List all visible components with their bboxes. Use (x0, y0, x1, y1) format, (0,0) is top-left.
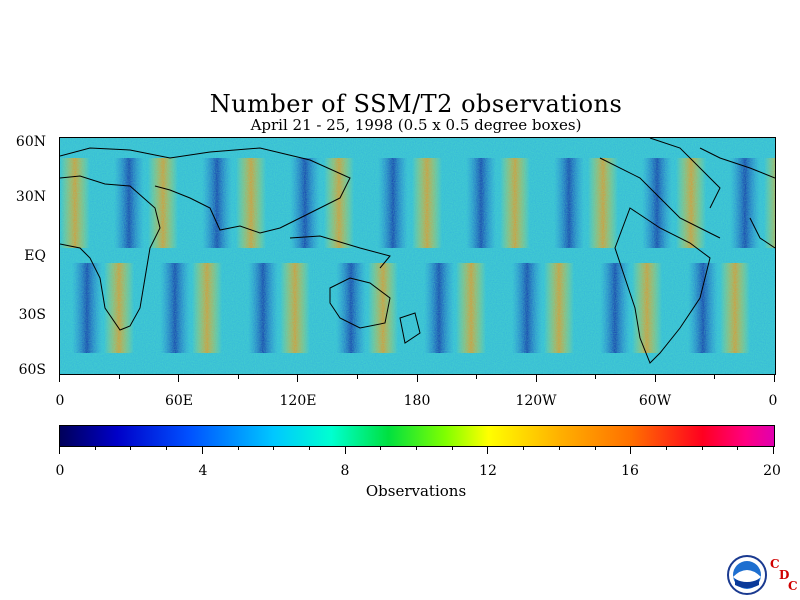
lon-tick (595, 374, 597, 379)
lon-label-0-right: 0 (768, 393, 778, 409)
lon-label-180: 180 (403, 393, 431, 409)
lon-tick (535, 374, 537, 382)
lon-tick (476, 374, 478, 379)
logo-letter-d: D (779, 568, 790, 582)
colorbar-label-12: 12 (479, 463, 497, 479)
colorbar-tick (630, 446, 632, 454)
colorbar-tick (487, 446, 489, 454)
colorbar-label-0: 0 (55, 463, 65, 479)
lat-label-60n: 60N (15, 134, 46, 150)
lon-label-60w: 60W (638, 393, 672, 409)
colorbar-tick (594, 446, 596, 450)
lon-tick (714, 374, 716, 379)
lon-label-0: 0 (55, 393, 65, 409)
lon-tick (356, 374, 358, 379)
observation-map (59, 137, 776, 375)
map-title: Number of SSM/T2 observations (209, 90, 623, 118)
lon-tick (774, 374, 775, 382)
colorbar-tick (701, 446, 703, 450)
lon-tick (654, 374, 656, 382)
lon-label-120e: 120E (279, 393, 317, 409)
colorbar-tick (237, 446, 239, 450)
colorbar-tick (130, 446, 132, 450)
colorbar-tick (451, 446, 453, 450)
lon-tick (59, 374, 60, 382)
lon-label-60e: 60E (164, 393, 194, 409)
lon-label-120w: 120W (515, 393, 557, 409)
colorbar-tick (166, 446, 168, 450)
colorbar-tick (59, 446, 60, 454)
lat-label-30s: 30S (18, 307, 46, 323)
coastlines (60, 138, 775, 364)
colorbar-tick (344, 446, 346, 454)
lat-label-30n: 30N (15, 189, 46, 205)
lon-tick (118, 374, 120, 379)
map-subtitle: April 21 - 25, 1998 (0.5 x 0.5 degree bo… (250, 116, 582, 134)
logo-letter-c1: C (770, 557, 780, 571)
colorbar-tick (273, 446, 275, 450)
observation-field (60, 138, 775, 374)
colorbar-tick (380, 446, 382, 450)
noaa-logo-icon (727, 555, 767, 595)
colorbar-tick (523, 446, 525, 450)
colorbar-label-20: 20 (763, 463, 781, 479)
colorbar-tick (773, 446, 774, 454)
colorbar-label-16: 16 (621, 463, 639, 479)
colorbar-title: Observations (365, 482, 467, 500)
colorbar-tick (201, 446, 203, 454)
lat-label-60s: 60S (18, 362, 46, 378)
lon-tick (297, 374, 299, 382)
colorbar-label-8: 8 (340, 463, 350, 479)
colorbar-tick (558, 446, 560, 450)
lon-tick (237, 374, 239, 379)
colorbar-tick (665, 446, 667, 450)
colorbar-tick (737, 446, 739, 450)
lon-tick (178, 374, 180, 382)
colorbar-label-4: 4 (198, 463, 208, 479)
lon-tick (416, 374, 418, 382)
lat-label-eq: EQ (24, 248, 46, 264)
colorbar (59, 425, 775, 447)
colorbar-tick (416, 446, 417, 450)
colorbar-tick (94, 446, 96, 450)
logo-letter-c2: C (788, 579, 798, 593)
colorbar-tick (308, 446, 310, 450)
